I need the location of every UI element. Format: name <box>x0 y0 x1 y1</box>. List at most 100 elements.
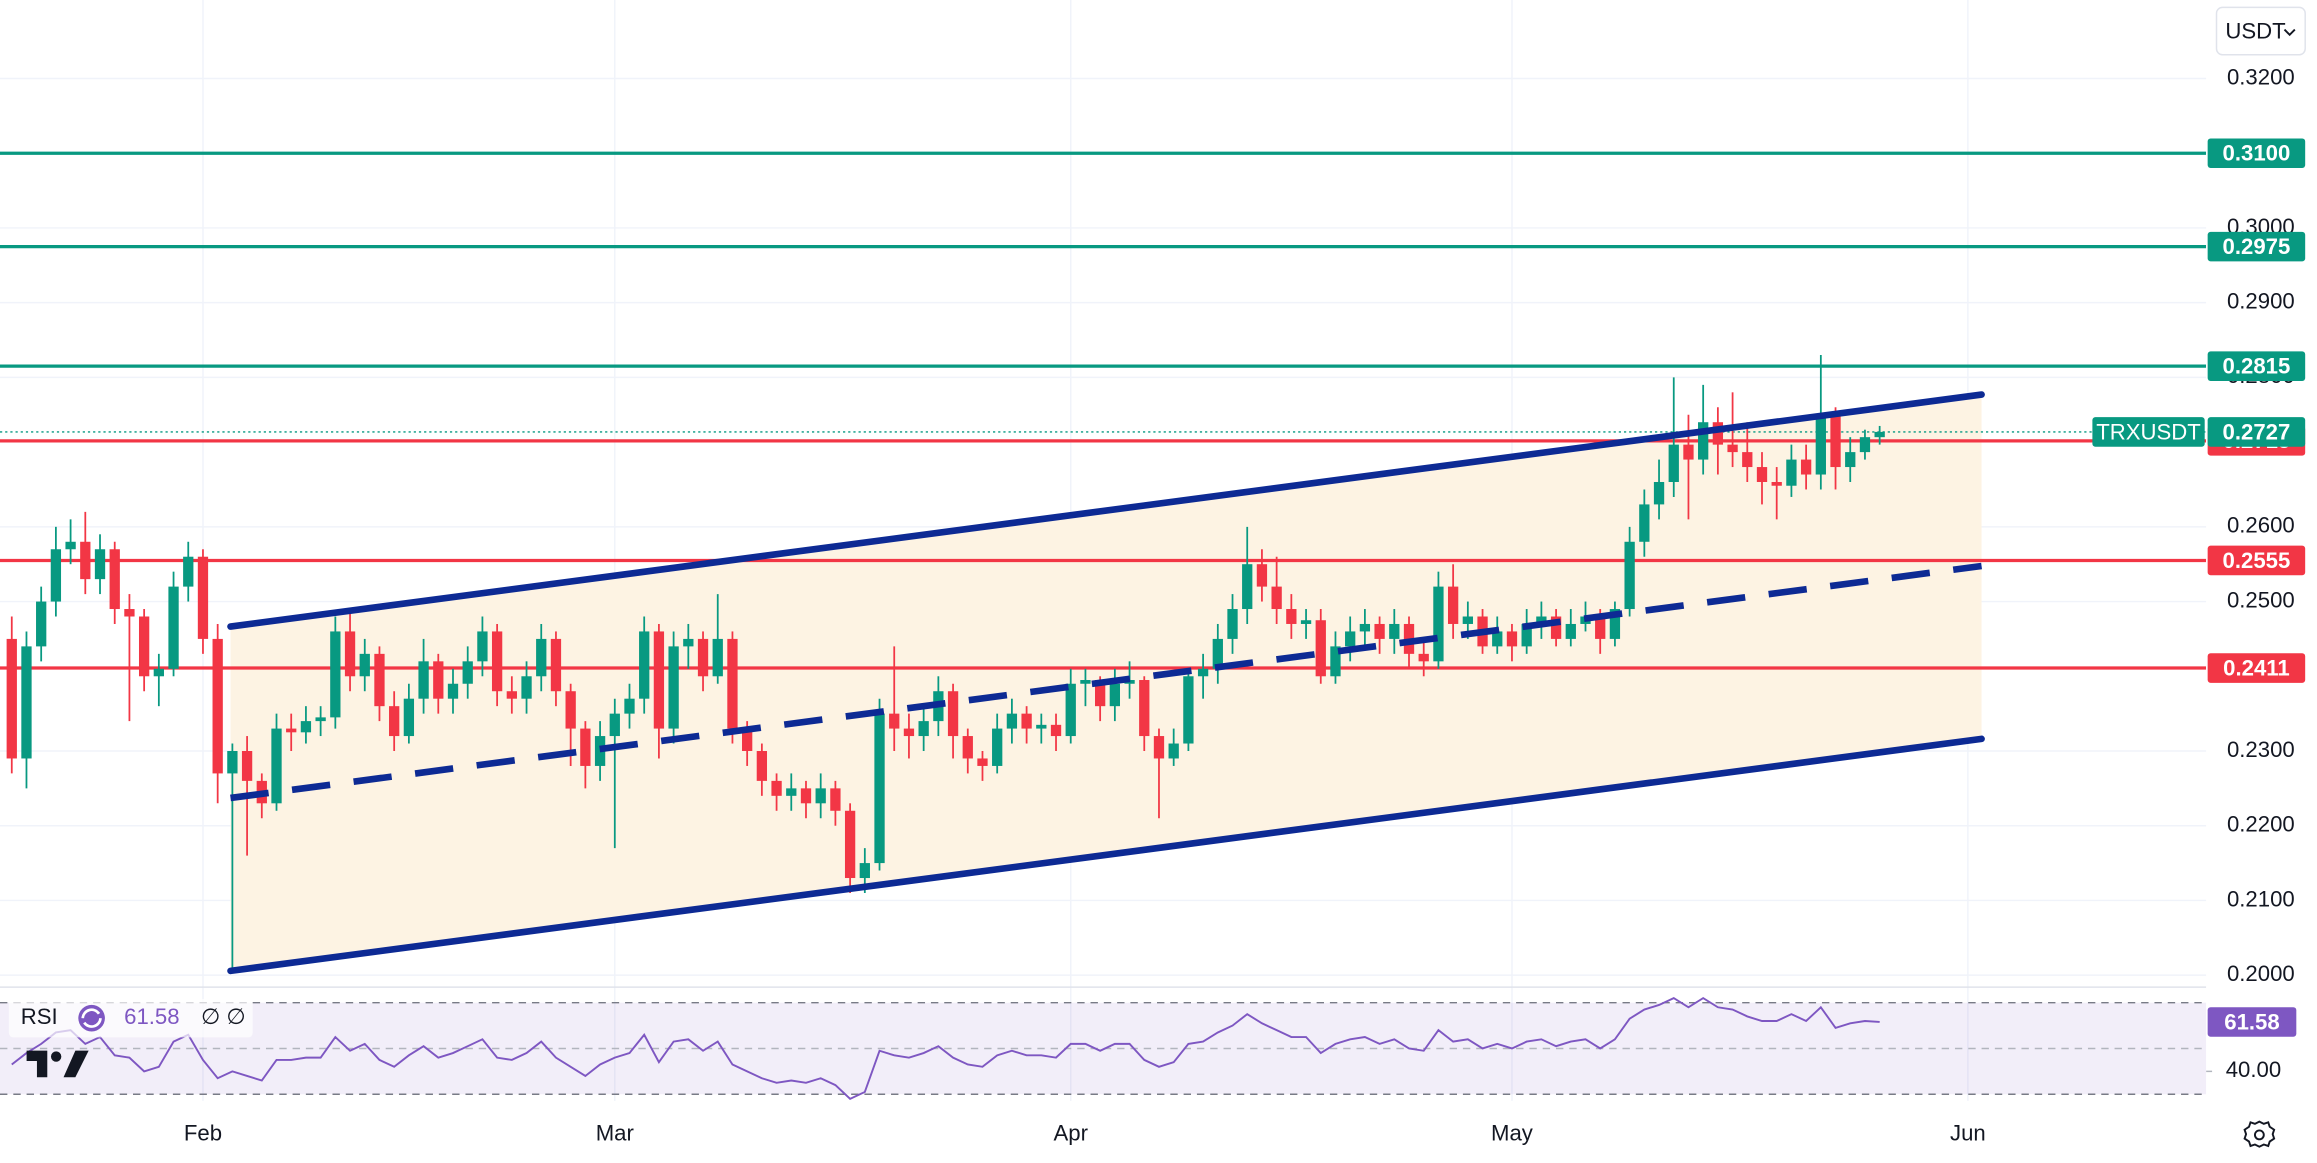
candle-body <box>653 631 665 729</box>
candle-body <box>403 698 415 737</box>
candle-body <box>1050 724 1062 737</box>
candle-body <box>168 586 179 669</box>
candle-body <box>1330 646 1341 677</box>
candle-body <box>1197 668 1209 677</box>
candle-body <box>1698 422 1709 460</box>
candle-body <box>1242 564 1253 610</box>
candle-body <box>639 631 650 699</box>
x-tick-label: Feb <box>184 1121 222 1146</box>
candle-body <box>1800 459 1812 475</box>
gear[interactable] <box>2243 1120 2276 1148</box>
currency[interactable]: USDT <box>2225 18 2286 43</box>
rsi-pane <box>0 996 2207 1100</box>
candle-body <box>1521 623 1532 647</box>
candle-body <box>1153 736 1165 759</box>
level-label: 0.2555 <box>2223 548 2291 573</box>
candle-body <box>418 661 429 699</box>
candle-body <box>1595 616 1606 639</box>
rsi-icon-arrows <box>81 1008 102 1028</box>
candle-body <box>903 728 915 737</box>
candle-body <box>727 638 738 729</box>
level-label: 0.3100 <box>2223 141 2291 166</box>
rsi-tag <box>2207 1007 2297 1037</box>
candle-body <box>1256 564 1268 587</box>
candle-body <box>1212 638 1223 669</box>
y-tick-label: 0.2900 <box>2227 289 2295 314</box>
candle-body <box>1624 541 1635 610</box>
logo-v <box>63 1050 89 1078</box>
candle-body <box>138 616 150 677</box>
y-tick-label: 0.2600 <box>2227 513 2295 538</box>
candle-body <box>962 736 973 759</box>
logo-dot <box>50 1051 62 1062</box>
rsi-legend: RSI 61.58 ∅ ∅ <box>8 998 253 1038</box>
candle-body <box>344 631 356 677</box>
candle-body <box>374 653 385 707</box>
candle-body <box>197 556 209 639</box>
candle-body <box>153 668 164 677</box>
candle-body <box>36 601 47 647</box>
candle-body <box>1786 459 1797 486</box>
candle-body <box>315 717 326 722</box>
candle-body <box>1742 452 1753 468</box>
rsi-tag-label: 61.58 <box>2224 1009 2279 1034</box>
candle-body <box>389 706 400 737</box>
rsi-line <box>11 996 1880 1100</box>
rsi-value: 61.58 <box>124 1004 179 1029</box>
candle-body <box>1815 414 1826 475</box>
candle-body <box>1756 467 1768 482</box>
currency-box[interactable] <box>2215 6 2306 56</box>
candle-body <box>1433 586 1444 662</box>
candle-body <box>1462 616 1473 624</box>
candle-body <box>447 683 459 699</box>
candle-body <box>1609 609 1621 639</box>
currency-chevron <box>2283 28 2296 37</box>
candle-body <box>1668 444 1679 482</box>
candle-body <box>815 788 826 804</box>
candle-body <box>80 541 91 580</box>
candle-body <box>1271 586 1282 610</box>
candle-body <box>1727 444 1738 453</box>
candle-body <box>550 638 562 692</box>
gear-hole <box>2253 1129 2265 1141</box>
candle-body <box>1418 653 1429 662</box>
candle-body <box>1859 437 1871 453</box>
candle-body <box>212 638 223 774</box>
candle-body <box>1874 431 1885 438</box>
candle-body <box>1109 683 1121 707</box>
candle-body <box>1447 586 1459 624</box>
candle-body <box>1006 713 1018 729</box>
candle-body <box>1389 623 1400 639</box>
y-tick-label: 0.2000 <box>2227 961 2295 986</box>
candle-body <box>624 698 635 714</box>
candle-body <box>683 638 694 647</box>
rsi-extra: ∅ ∅ <box>201 1004 246 1029</box>
candle-body <box>992 728 1003 766</box>
settings-icon[interactable] <box>2243 1120 2276 1148</box>
channel-lines <box>227 391 1985 975</box>
candle-body <box>844 810 856 879</box>
x-tick-label: Jun <box>1950 1121 1986 1146</box>
symbol-label: TRXUSDT <box>2096 419 2201 444</box>
candle-body <box>271 728 282 804</box>
candle-body <box>1094 680 1106 707</box>
candle-body <box>1139 680 1150 737</box>
candle-body <box>286 728 297 733</box>
candle-body <box>124 609 135 617</box>
candle-body <box>1374 623 1385 639</box>
axes: 0.2000 0.2100 0.2200 0.2300 0.2500 0.2600 0.28… <box>184 64 2306 1146</box>
candle-body <box>756 750 768 781</box>
candle-body <box>1683 444 1694 460</box>
candle-body <box>433 661 444 699</box>
x-tick-label: May <box>1491 1121 1534 1146</box>
candle-body <box>50 549 62 602</box>
candle-body <box>1492 631 1503 647</box>
candle-body <box>668 646 679 729</box>
candle-body <box>109 549 120 610</box>
candle-body <box>977 758 988 766</box>
candle-body <box>786 788 797 796</box>
candle-body <box>1830 414 1841 468</box>
x-tick-label: Apr <box>1053 1121 1088 1146</box>
